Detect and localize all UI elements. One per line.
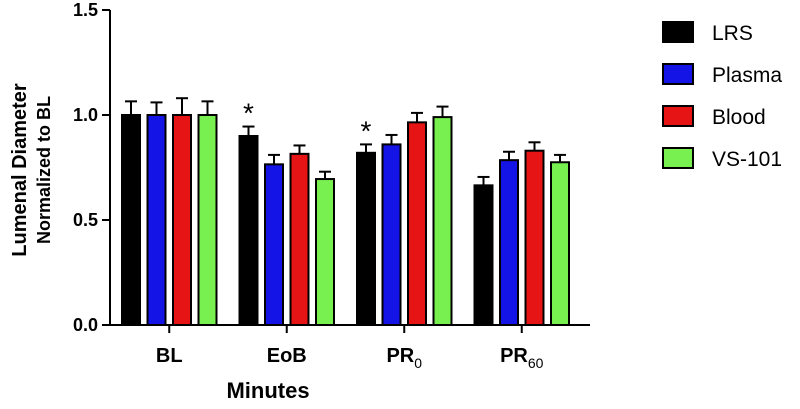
bar-blood-1 (289, 152, 310, 326)
legend-swatch (662, 105, 694, 127)
bar-vs-101-1 (315, 178, 335, 326)
bar-lrs-2 (356, 151, 376, 326)
significance-star: * (361, 115, 372, 146)
error-bars-layer (125, 97, 566, 186)
y-ticks: 0.0 0.5 1.0 1.5 (73, 0, 110, 335)
bar-vs-101-0 (197, 114, 218, 326)
x-tick-label: EoB (267, 345, 307, 367)
legend-label: Plasma (712, 64, 782, 87)
x-ticks: BL EoB PR0 PR60 (156, 325, 544, 371)
x-tick-label: BL (156, 345, 183, 367)
legend-swatch (662, 21, 694, 43)
bar-blood-3 (524, 149, 545, 326)
x-tick-label: PR60 (500, 345, 544, 371)
legend-label: LRS (712, 22, 753, 45)
annotations: ** (243, 98, 372, 147)
bar-vs-101-3 (550, 161, 570, 326)
bar-lrs-3 (473, 184, 494, 326)
y-tick-label: 1.0 (73, 105, 98, 125)
bar-plasma-1 (264, 163, 284, 326)
bar-plasma-0 (146, 114, 167, 326)
x-tick-label: PR0 (386, 345, 422, 371)
legend-swatch (662, 63, 694, 85)
axes (109, 10, 590, 326)
bar-plasma-2 (381, 143, 402, 326)
y-tick-label: 0.5 (73, 210, 98, 230)
bars-layer (121, 114, 570, 326)
bar-vs-101-2 (432, 116, 453, 326)
y-axis-title-line2: Normalized to BL (34, 96, 54, 244)
bar-plasma-3 (499, 159, 519, 326)
significance-star: * (243, 98, 254, 129)
legend: LRS Plasma Blood VS-101 (662, 21, 782, 171)
x-axis-title: Minutes (226, 378, 309, 403)
bar-lrs-0 (121, 114, 141, 326)
y-axis-title-line1: Lumenal Diameter (9, 83, 31, 257)
legend-label: Blood (712, 106, 766, 129)
legend-label: VS-101 (712, 148, 782, 171)
bar-lrs-1 (238, 135, 259, 326)
y-tick-label: 1.5 (73, 0, 98, 20)
bar-blood-2 (407, 121, 427, 326)
y-tick-label: 0.0 (73, 315, 98, 335)
legend-swatch (662, 147, 694, 169)
bar-blood-0 (172, 114, 192, 326)
